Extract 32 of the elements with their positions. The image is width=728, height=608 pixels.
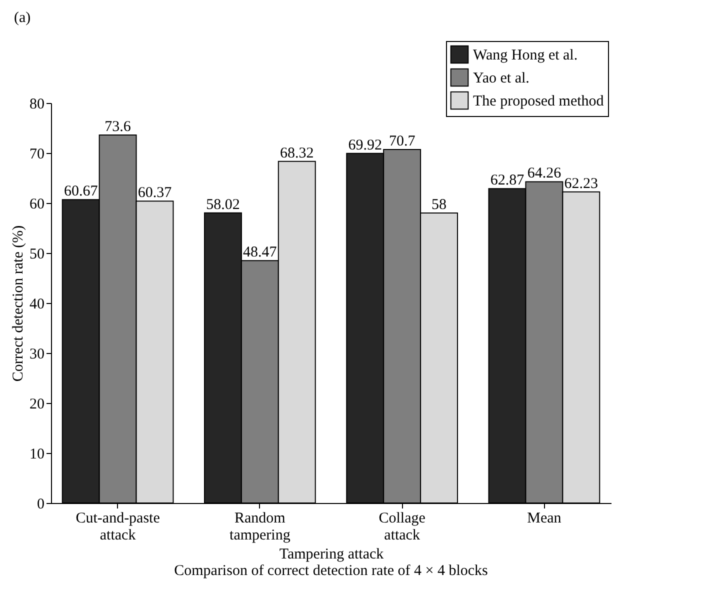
data-label: 64.26 (527, 166, 562, 182)
legend-label: The proposed method (473, 94, 604, 110)
data-label: 73.6 (104, 119, 132, 135)
y-tick-label: 60 (30, 196, 44, 212)
y-tick-label: 70 (30, 146, 44, 162)
data-label: 48.47 (243, 244, 278, 261)
legend-label: Yao et al. (473, 70, 530, 86)
data-label: 62.87 (490, 172, 525, 189)
x-tick-label: Random tampering (230, 510, 291, 544)
data-label: 68.32 (280, 145, 314, 162)
text: (a) (14, 10, 31, 27)
y-tick-label: 50 (30, 246, 44, 262)
y-tick-label: 10 (30, 446, 44, 462)
data-label: 70.7 (388, 134, 416, 150)
text: Comparison of correct detection rate of 4 × 4 blocks (174, 563, 488, 579)
data-label: 62.23 (564, 176, 598, 192)
data-label: 60.37 (138, 185, 172, 202)
y-tick-label: 20 (30, 396, 44, 412)
data-label: 60.67 (64, 184, 98, 200)
y-axis-title: Correct detection rate (%) (10, 225, 26, 382)
x-axis-title: Tampering attack (279, 546, 384, 562)
data-label: 58.02 (206, 196, 240, 213)
x-tick-label: Mean (527, 510, 562, 526)
y-tick-label: 30 (30, 346, 44, 362)
y-tick-label: 40 (30, 296, 44, 312)
x-tick-label: Cut-and-paste attack (76, 510, 160, 544)
x-tick-label: Collage attack (378, 510, 426, 544)
y-tick-label: 0 (37, 496, 44, 512)
data-label: 69.92 (348, 137, 382, 154)
data-label: 58 (432, 197, 447, 213)
y-tick-label: 80 (30, 96, 44, 112)
legend-label: Wang Hong et al. (473, 48, 578, 64)
